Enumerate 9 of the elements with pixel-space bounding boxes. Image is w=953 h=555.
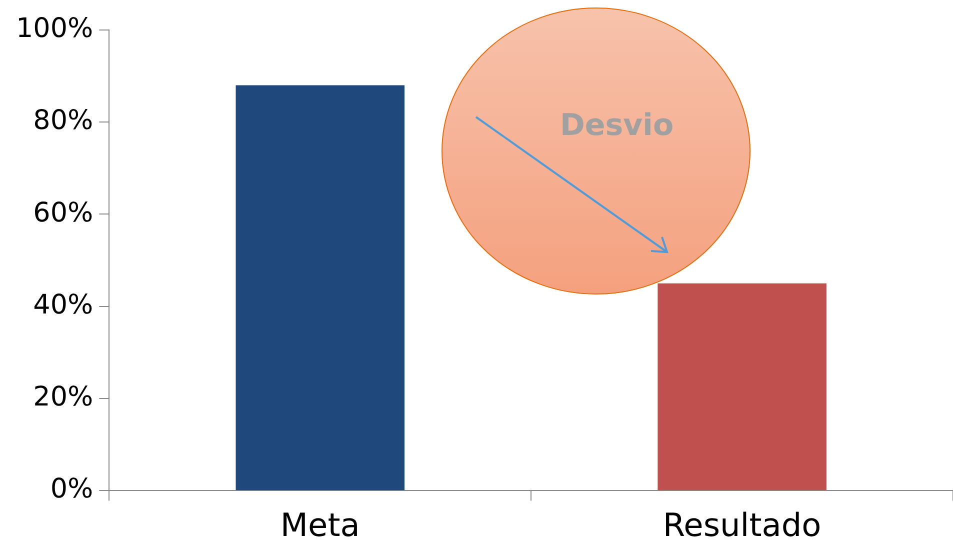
y-tick-label: 100%: [16, 13, 94, 44]
y-tick-label: 80%: [33, 105, 94, 136]
annotation: Desvio: [560, 108, 674, 143]
x-tick-label: Resultado: [662, 506, 822, 544]
y-tick-label: 40%: [33, 289, 94, 320]
x-tick-label: Meta: [280, 506, 360, 544]
y-tick-label: 20%: [33, 381, 94, 412]
y-tick-label: 0%: [50, 474, 94, 505]
y-tick-label: 60%: [33, 197, 94, 228]
